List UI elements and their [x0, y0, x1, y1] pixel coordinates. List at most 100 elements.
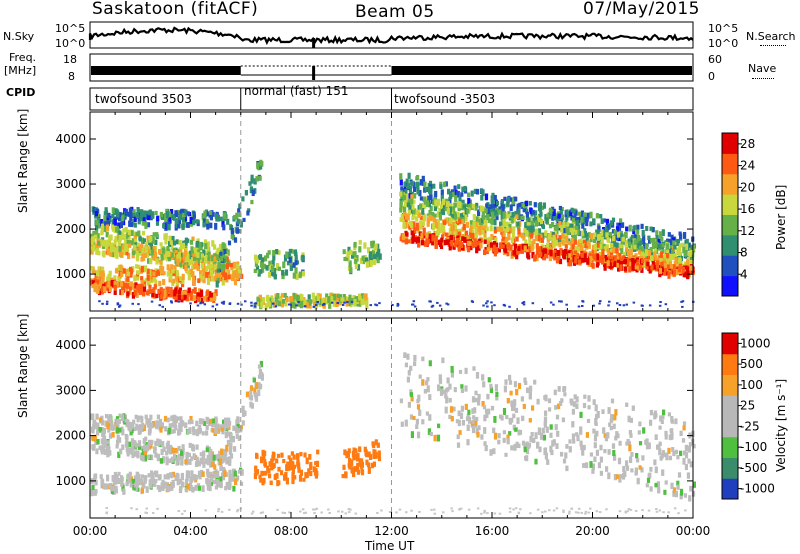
ground-scatter-cell: [328, 512, 331, 514]
echo-cell: [211, 255, 215, 262]
echo-cell: [298, 474, 303, 482]
echo-cell: [485, 249, 489, 255]
echo-cell: [192, 253, 196, 261]
echo-cell: [481, 374, 485, 381]
echo-cell: [259, 163, 263, 170]
echo-cell: [349, 302, 353, 308]
echo-cell: [649, 409, 653, 416]
echo-cell: [679, 233, 683, 240]
echo-cell: [138, 428, 142, 435]
echo-cell: [293, 475, 297, 480]
echo-cell: [206, 264, 211, 270]
echo-cell: [90, 414, 95, 421]
echo-cell: [130, 438, 135, 445]
echo-cell: [283, 292, 287, 298]
echo-cell: [428, 394, 432, 401]
echo-cell: [140, 265, 145, 273]
echo-cell: [101, 266, 105, 271]
ground-scatter-cell: [344, 512, 347, 515]
echo-cell: [409, 180, 413, 186]
echo-cell: [112, 488, 117, 495]
ground-scatter-cell: [493, 304, 496, 307]
echo-cell: [624, 240, 628, 247]
echo-cell: [659, 251, 664, 258]
echo-cell: [438, 378, 443, 384]
echo-cell: [140, 247, 144, 254]
colorbar-tick-label: 20: [740, 180, 755, 194]
echo-cell: [442, 224, 446, 232]
echo-cell: [276, 263, 280, 270]
ground-scatter-cell: [486, 512, 489, 515]
echo-cell: [219, 263, 224, 270]
echo-cell: [531, 209, 535, 215]
echo-cell: [611, 217, 616, 222]
echo-cell: [100, 223, 104, 229]
echo-cell: [403, 212, 407, 217]
colorbar-tick-label: -1000: [740, 482, 775, 496]
echo-cell: [650, 238, 654, 243]
echo-cell: [249, 186, 253, 191]
echo-cell: [150, 439, 154, 445]
echo-cell: [294, 254, 298, 261]
freq-tick-bottom: 8: [68, 70, 75, 83]
echo-cell: [457, 419, 461, 427]
echo-cell: [570, 223, 574, 229]
echo-cell: [238, 271, 242, 279]
echo-cell: [625, 402, 629, 407]
echo-cell: [642, 244, 647, 250]
echo-cell: [307, 294, 311, 300]
echo-cell: [124, 286, 128, 292]
echo-cell: [101, 279, 105, 284]
echo-cell: [189, 416, 193, 422]
echo-cell: [493, 432, 498, 440]
echo-cell: [603, 254, 607, 260]
echo-cell: [280, 470, 284, 476]
echo-cell: [682, 246, 686, 254]
echo-cell: [517, 208, 521, 215]
echo-cell: [221, 269, 225, 276]
echo-cell: [503, 385, 507, 393]
echo-cell: [535, 243, 539, 249]
echo-cell: [523, 446, 527, 453]
echo-cell: [651, 227, 655, 233]
echo-cell: [257, 374, 262, 379]
ground-scatter-cell: [156, 507, 159, 510]
echo-cell: [526, 219, 530, 226]
echo-cell: [197, 278, 201, 284]
echo-cell: [345, 451, 349, 459]
echo-cell: [399, 191, 403, 197]
echo-cell: [291, 301, 295, 309]
echo-cell: [124, 277, 128, 282]
echo-cell: [407, 239, 411, 244]
echo-cell: [674, 418, 678, 425]
echo-cell: [515, 214, 519, 220]
echo-cell: [197, 485, 202, 491]
echo-cell: [108, 234, 112, 242]
echo-cell: [613, 454, 617, 461]
ground-scatter-cell: [314, 304, 318, 307]
echo-cell: [154, 452, 158, 458]
echo-cell: [367, 247, 371, 254]
echo-cell: [235, 273, 239, 280]
echo-cell: [621, 256, 625, 261]
echo-cell: [277, 300, 282, 307]
echo-cell: [214, 213, 218, 219]
echo-cell: [656, 260, 660, 265]
echo-cell: [515, 441, 519, 448]
echo-cell: [358, 246, 362, 253]
echo-cell: [459, 412, 464, 419]
echo-cell: [359, 464, 364, 469]
echo-cell: [450, 224, 454, 230]
echo-cell: [148, 237, 152, 243]
echo-cell: [91, 484, 95, 490]
echo-cell: [167, 486, 171, 492]
echo-cell: [348, 294, 352, 299]
echo-cell: [531, 251, 535, 259]
echo-cell: [439, 184, 443, 189]
echo-cell: [495, 242, 499, 248]
echo-cell: [172, 414, 176, 420]
echo-cell: [469, 229, 473, 236]
echo-cell: [187, 287, 191, 294]
echo-cell: [416, 236, 420, 243]
echo-cell: [661, 243, 665, 248]
